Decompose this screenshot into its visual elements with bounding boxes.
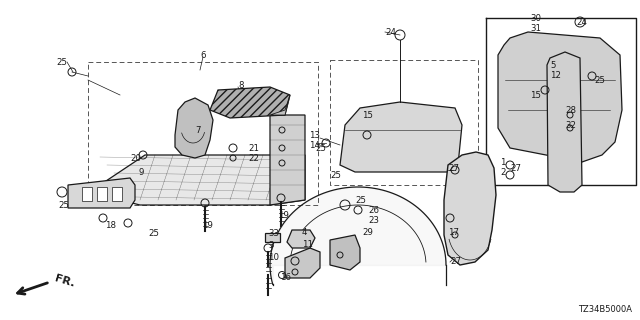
Polygon shape — [444, 152, 496, 265]
Text: 16: 16 — [280, 274, 291, 283]
Text: 25: 25 — [58, 201, 69, 210]
Polygon shape — [270, 115, 305, 205]
Text: 19: 19 — [202, 220, 213, 229]
Text: 27: 27 — [510, 164, 521, 172]
Text: 12: 12 — [550, 70, 561, 79]
Text: 6: 6 — [200, 51, 205, 60]
Text: 21: 21 — [248, 143, 259, 153]
Text: TZ34B5000A: TZ34B5000A — [578, 305, 632, 314]
Bar — [112, 187, 122, 201]
Text: 25: 25 — [56, 58, 67, 67]
Text: 19: 19 — [278, 211, 289, 220]
Polygon shape — [287, 230, 315, 248]
Polygon shape — [498, 32, 622, 162]
Text: 14: 14 — [309, 140, 320, 149]
Text: 27: 27 — [450, 258, 461, 267]
Bar — [82, 187, 92, 201]
Text: 23: 23 — [368, 215, 379, 225]
Polygon shape — [175, 98, 213, 158]
Text: 32: 32 — [565, 121, 576, 130]
Text: 24: 24 — [576, 18, 587, 27]
Text: 24: 24 — [385, 28, 396, 36]
Text: 10: 10 — [268, 253, 279, 262]
Polygon shape — [68, 178, 135, 208]
Text: 27: 27 — [448, 164, 459, 172]
Text: 28: 28 — [565, 106, 576, 115]
Text: 2: 2 — [500, 167, 506, 177]
Text: 26: 26 — [368, 205, 379, 214]
Text: 3: 3 — [268, 241, 273, 250]
Text: 15: 15 — [362, 110, 373, 119]
Polygon shape — [100, 155, 305, 205]
Polygon shape — [330, 235, 360, 270]
Text: 33: 33 — [268, 228, 279, 237]
Text: 22: 22 — [248, 154, 259, 163]
Text: 4: 4 — [302, 228, 307, 236]
Polygon shape — [270, 95, 290, 115]
Text: 25: 25 — [330, 171, 341, 180]
Text: 7: 7 — [195, 125, 200, 134]
Bar — [97, 187, 107, 201]
Text: 25: 25 — [355, 196, 366, 204]
Text: 25: 25 — [315, 143, 326, 153]
Text: 9: 9 — [138, 167, 143, 177]
Text: 1: 1 — [500, 157, 506, 166]
Polygon shape — [547, 52, 582, 192]
Text: 30: 30 — [530, 13, 541, 22]
Text: 31: 31 — [530, 23, 541, 33]
Text: 11: 11 — [302, 239, 313, 249]
Text: 8: 8 — [238, 81, 243, 90]
Polygon shape — [210, 87, 290, 118]
Polygon shape — [340, 102, 462, 172]
Text: FR.: FR. — [53, 273, 76, 289]
Text: 5: 5 — [550, 60, 556, 69]
Polygon shape — [285, 248, 320, 278]
Text: 20: 20 — [130, 154, 141, 163]
Text: 13: 13 — [309, 131, 320, 140]
Text: 17: 17 — [448, 228, 459, 236]
Text: 15: 15 — [530, 91, 541, 100]
Text: 18: 18 — [105, 220, 116, 229]
Text: 29: 29 — [362, 228, 373, 236]
Text: 25: 25 — [594, 76, 605, 84]
Text: 25: 25 — [148, 228, 159, 237]
Polygon shape — [265, 233, 280, 242]
